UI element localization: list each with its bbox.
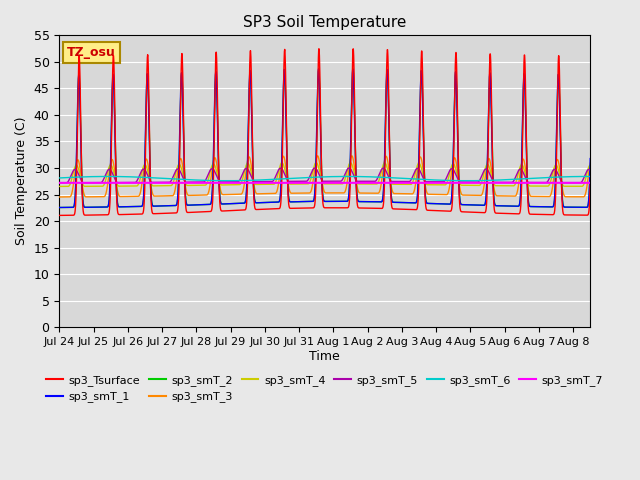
- X-axis label: Time: Time: [309, 349, 340, 362]
- Legend: sp3_Tsurface, sp3_smT_1, sp3_smT_2, sp3_smT_3, sp3_smT_4, sp3_smT_5, sp3_smT_6, : sp3_Tsurface, sp3_smT_1, sp3_smT_2, sp3_…: [42, 371, 607, 407]
- Title: SP3 Soil Temperature: SP3 Soil Temperature: [243, 15, 406, 30]
- Text: TZ_osu: TZ_osu: [67, 46, 116, 59]
- Y-axis label: Soil Temperature (C): Soil Temperature (C): [15, 117, 28, 245]
